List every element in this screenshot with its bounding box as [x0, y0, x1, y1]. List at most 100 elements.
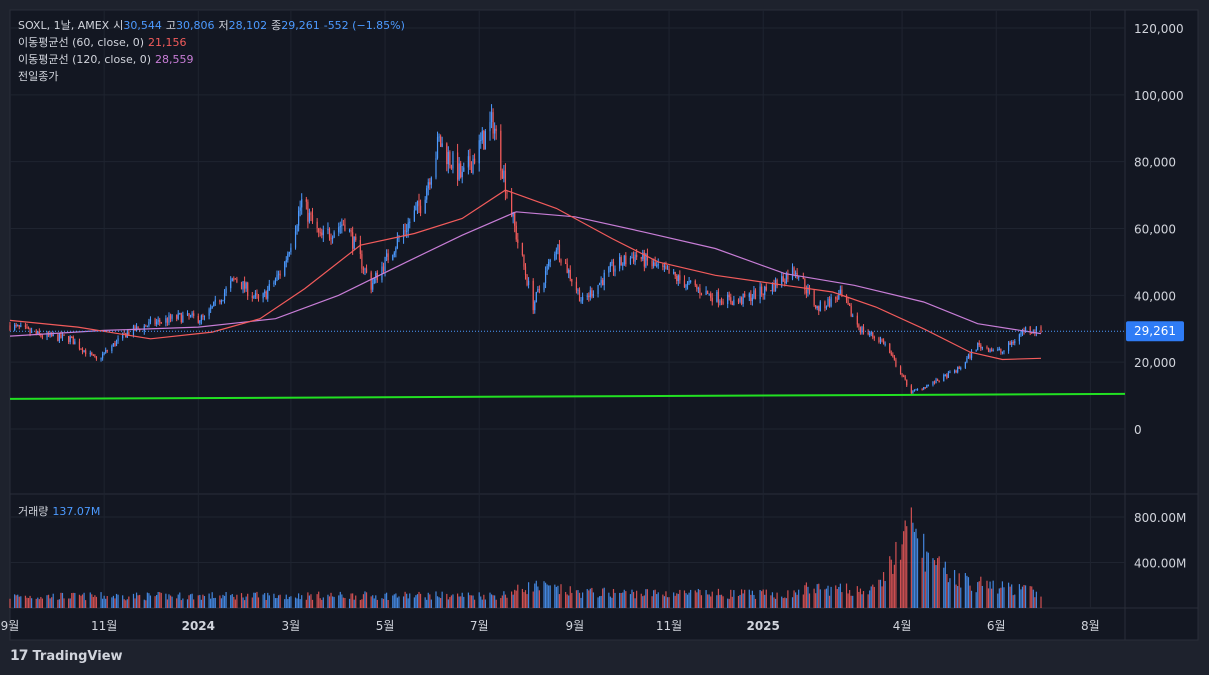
candle-body — [870, 332, 872, 335]
candle-body — [858, 324, 860, 328]
volume-bar — [977, 582, 979, 608]
candle-body — [728, 294, 730, 298]
candle-body — [867, 332, 869, 335]
candle-body — [94, 355, 96, 357]
candle-body — [112, 343, 115, 346]
candle-body — [290, 247, 292, 252]
candle-body — [210, 308, 212, 310]
candle-body — [608, 267, 610, 273]
candle-body — [631, 257, 633, 259]
candle-body — [273, 282, 275, 285]
candle-body — [60, 333, 62, 339]
volume-bar — [631, 589, 633, 608]
candle-body — [480, 139, 482, 141]
volume-bar — [890, 559, 892, 608]
volume-bar — [470, 595, 473, 608]
volume-bar — [126, 599, 128, 608]
volume-bar — [223, 595, 226, 608]
time-tick-label: 3월 — [282, 619, 301, 633]
volume-bar — [478, 592, 480, 608]
candle-body — [327, 229, 329, 231]
tradingview-brand[interactable]: 17 TradingView — [10, 648, 123, 664]
candle-body — [256, 293, 258, 296]
time-tick-label: 2024 — [182, 619, 215, 633]
volume-legend[interactable]: 거래량 137.07M — [18, 505, 104, 519]
volume-bar — [233, 596, 235, 608]
volume-bar — [429, 594, 431, 608]
candle-body — [159, 319, 161, 323]
time-tick-label: 11월 — [656, 619, 682, 633]
volume-bar — [447, 599, 449, 608]
candle-body — [791, 267, 794, 280]
candle-body — [156, 321, 158, 325]
volume-bar — [916, 538, 919, 608]
candle-body — [501, 170, 503, 179]
volume-bar — [893, 564, 895, 608]
volume-bar — [739, 594, 741, 608]
candle-body — [558, 244, 561, 260]
candle-body — [656, 265, 658, 267]
volume-bar — [122, 595, 124, 608]
volume-bar — [231, 594, 233, 608]
candle-body — [861, 327, 863, 333]
volume-bar — [69, 598, 71, 608]
candle-body — [230, 281, 232, 289]
candle-body — [947, 372, 949, 378]
candle-body — [188, 313, 190, 317]
candle-body — [663, 266, 666, 268]
candle-body — [450, 164, 453, 169]
candle-body — [668, 268, 670, 274]
ma120-legend[interactable]: 이동평균선 (120, close, 0) 28,559 — [18, 53, 198, 67]
time-tick-label: 4월 — [893, 619, 912, 633]
support-trendline — [9, 392, 1126, 400]
volume-bar — [872, 584, 874, 608]
volume-bar — [947, 582, 949, 608]
candle-body — [933, 381, 936, 384]
candle-body — [707, 290, 709, 294]
candle-body — [285, 260, 287, 262]
candle-body — [946, 374, 948, 378]
volume-bar — [37, 597, 39, 608]
candle-body — [182, 315, 184, 323]
volume-bar — [1007, 582, 1010, 608]
candle-body — [838, 293, 840, 300]
candle-body — [27, 327, 30, 329]
ma60-legend[interactable]: 이동평균선 (60, close, 0) 21,156 — [18, 36, 191, 50]
candle-body — [751, 297, 753, 302]
candle-body — [171, 315, 173, 319]
volume-bar — [143, 599, 145, 608]
high-label: 고 — [165, 19, 176, 32]
candle-body — [213, 301, 215, 307]
ma60-line — [9, 189, 1042, 361]
volume-bar — [527, 582, 530, 608]
volume-bar — [825, 588, 828, 608]
volume-bar — [506, 597, 508, 608]
candle-body — [322, 230, 324, 236]
volume-bar — [653, 590, 655, 608]
volume-bar — [577, 590, 579, 608]
volume-bar — [910, 507, 912, 608]
volume-bar — [892, 573, 894, 608]
candle-body — [240, 282, 243, 290]
volume-bars — [9, 507, 1042, 608]
time-tick-label: 7월 — [470, 619, 489, 633]
candle-body — [674, 271, 676, 276]
volume-bar — [998, 588, 1000, 608]
volume-bar — [719, 594, 721, 608]
volume-bar — [759, 590, 761, 608]
volume-bar — [975, 592, 977, 608]
candle-body — [813, 290, 815, 306]
volume-bar — [978, 581, 980, 608]
candle-body — [1018, 334, 1020, 342]
candle-body — [819, 301, 821, 311]
volume-bar — [841, 592, 843, 608]
volume-bar — [372, 595, 374, 608]
candle-body — [679, 275, 681, 281]
volume-bar — [359, 599, 361, 608]
volume-bar — [548, 585, 550, 608]
candle-body — [827, 298, 829, 307]
candle-body — [1035, 326, 1037, 334]
candle-body — [257, 295, 260, 299]
volume-bar — [679, 589, 681, 608]
